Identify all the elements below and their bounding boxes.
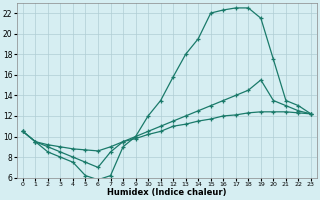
X-axis label: Humidex (Indice chaleur): Humidex (Indice chaleur)	[107, 188, 227, 197]
